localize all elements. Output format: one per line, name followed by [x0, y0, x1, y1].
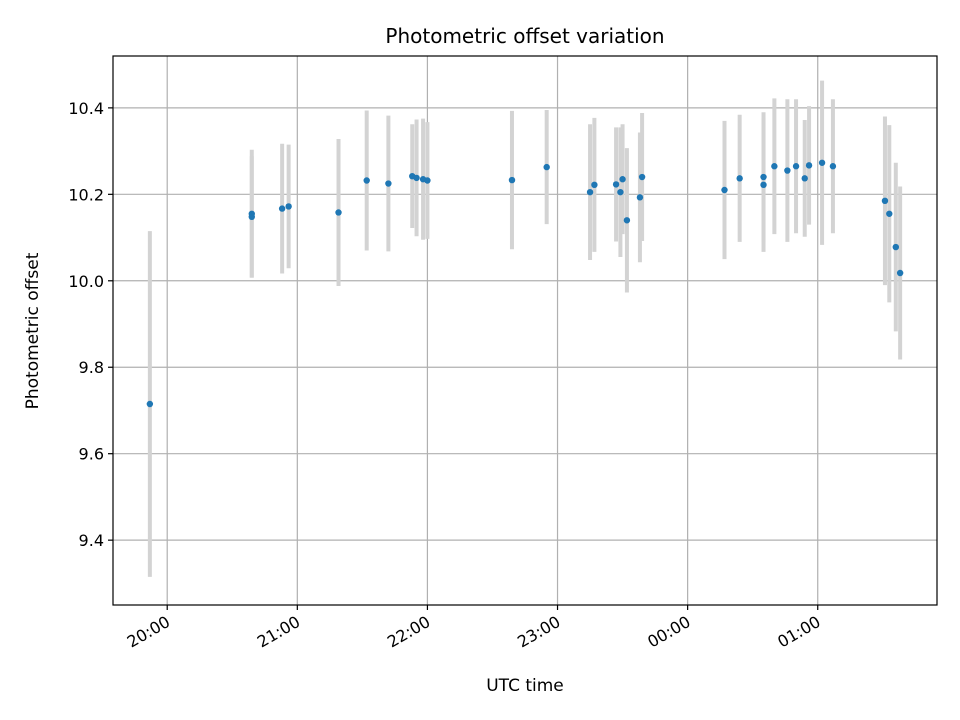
data-point — [591, 181, 598, 189]
x-tick-label: 22:00 — [384, 612, 433, 652]
data-point — [829, 163, 837, 170]
y-tick-label: 10.4 — [68, 99, 104, 118]
data-points — [146, 159, 904, 408]
x-tick-label: 21:00 — [254, 612, 303, 652]
y-tick-label: 10.2 — [68, 185, 104, 204]
data-point — [619, 176, 626, 183]
data-point — [612, 181, 620, 188]
data-point — [886, 210, 893, 217]
data-point — [892, 243, 899, 251]
data-point — [586, 188, 594, 196]
data-point — [385, 180, 392, 187]
data-point — [285, 203, 292, 210]
data-point — [413, 174, 420, 182]
data-point — [771, 163, 778, 170]
data-point — [508, 176, 516, 184]
data-point — [784, 167, 791, 174]
data-point — [278, 205, 286, 212]
data-point — [636, 194, 644, 201]
chart-title: Photometric offset variation — [385, 24, 664, 48]
data-point — [792, 163, 800, 170]
x-axis-ticks: 20:00 21:00 22:00 23:00 00:00 01:00 — [124, 605, 824, 652]
y-axis-ticks: 9.4 9.6 9.8 10.0 10.2 10.4 — [68, 99, 113, 550]
data-point — [363, 177, 370, 184]
data-point — [881, 197, 889, 205]
data-point — [818, 159, 826, 166]
data-point — [760, 173, 767, 181]
data-point — [146, 400, 154, 408]
y-tick-label: 9.4 — [79, 531, 104, 550]
data-point — [335, 209, 342, 216]
data-point — [617, 188, 624, 196]
data-point — [805, 162, 813, 169]
y-axis-label: Photometric offset — [23, 252, 43, 409]
data-point — [248, 213, 255, 221]
x-tick-label: 23:00 — [514, 612, 563, 652]
error-bars — [147, 80, 903, 577]
data-point — [760, 181, 767, 189]
grid-lines — [113, 56, 937, 605]
data-point — [623, 217, 631, 224]
data-point — [424, 177, 431, 184]
data-point — [801, 175, 808, 182]
x-tick-label: 00:00 — [644, 612, 693, 652]
x-tick-label: 01:00 — [774, 612, 823, 652]
plot-frame — [112, 55, 938, 606]
x-axis-label: UTC time — [486, 676, 564, 696]
y-tick-label: 9.8 — [79, 358, 104, 377]
data-point — [638, 173, 646, 181]
data-point — [721, 186, 728, 194]
y-tick-label: 10.0 — [68, 272, 104, 291]
data-point — [543, 163, 550, 171]
y-tick-label: 9.6 — [79, 445, 104, 464]
x-tick-label: 20:00 — [124, 612, 173, 652]
data-point — [736, 175, 743, 182]
data-point — [896, 269, 904, 277]
